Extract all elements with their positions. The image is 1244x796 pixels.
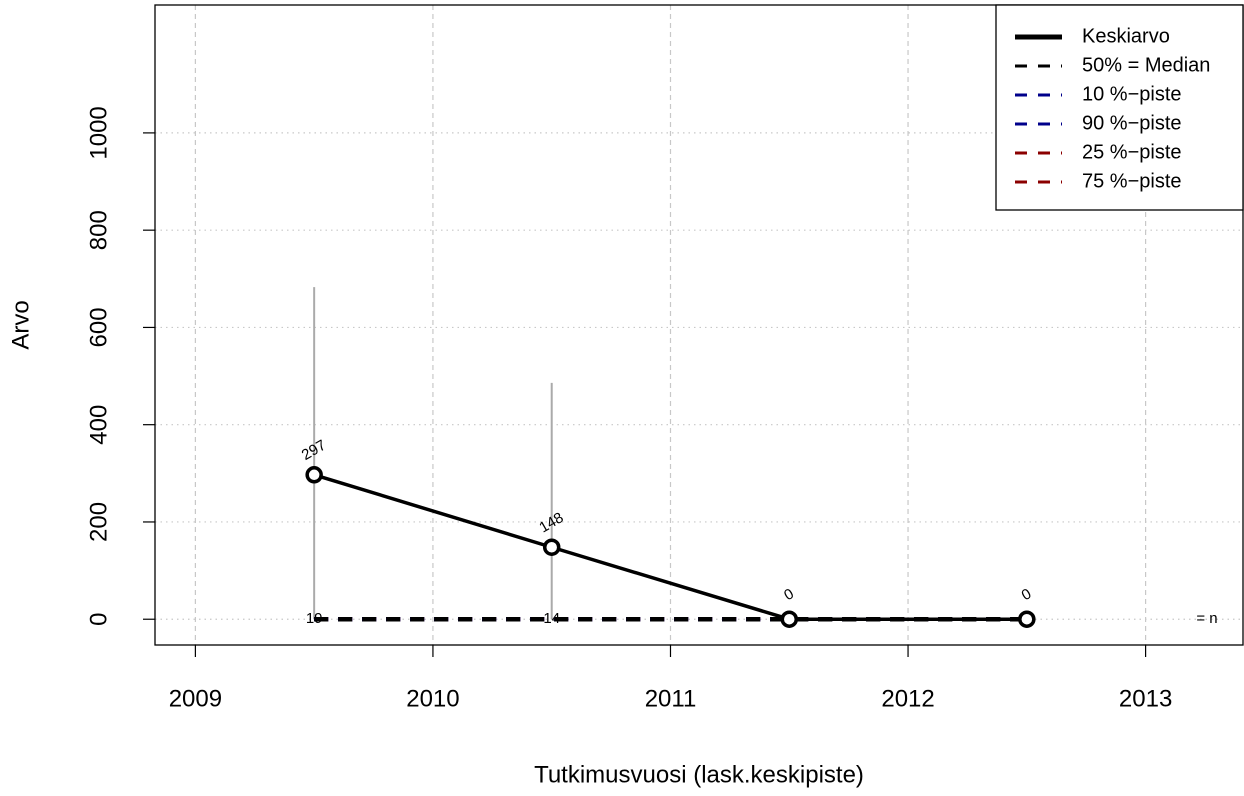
n-label: 14 xyxy=(543,610,560,627)
n-caption: = n xyxy=(1196,610,1217,627)
legend-label: 10 %−piste xyxy=(1082,83,1182,105)
data-label: 297 xyxy=(299,437,329,464)
y-tick-label: 1000 xyxy=(85,106,112,159)
legend-label: 25 %−piste xyxy=(1082,141,1182,163)
legend-label: 75 %−piste xyxy=(1082,170,1182,192)
data-label: 0 xyxy=(781,585,797,604)
x-tick-label: 2012 xyxy=(881,685,934,712)
point xyxy=(542,538,561,556)
x-tick-label: 2013 xyxy=(1119,685,1172,712)
x-tick-label: 2010 xyxy=(406,685,459,712)
y-tick-label: 200 xyxy=(85,502,112,542)
point xyxy=(1018,610,1036,628)
y-axis-label: Arvo xyxy=(7,300,34,349)
data-label: 0 xyxy=(1019,585,1035,604)
x-tick-label: 2009 xyxy=(169,685,222,712)
x-axis-label: Tutkimusvuosi (lask.keskipiste) xyxy=(534,761,864,788)
point xyxy=(305,466,323,484)
y-tick-label: 400 xyxy=(85,405,112,445)
data-label: 148 xyxy=(536,509,566,536)
y-tick-label: 600 xyxy=(85,307,112,347)
y-tick-label: 0 xyxy=(85,613,112,626)
plot-frame xyxy=(154,4,1244,646)
legend-label: 90 %−piste xyxy=(1082,112,1182,134)
point xyxy=(780,610,799,628)
legend-label: 50% = Median xyxy=(1082,54,1210,76)
legend-label: Keskiarvo xyxy=(1082,25,1170,47)
series-line xyxy=(313,473,1027,621)
x-tick-label: 2011 xyxy=(645,685,697,712)
y-tick-label: 800 xyxy=(85,210,112,250)
